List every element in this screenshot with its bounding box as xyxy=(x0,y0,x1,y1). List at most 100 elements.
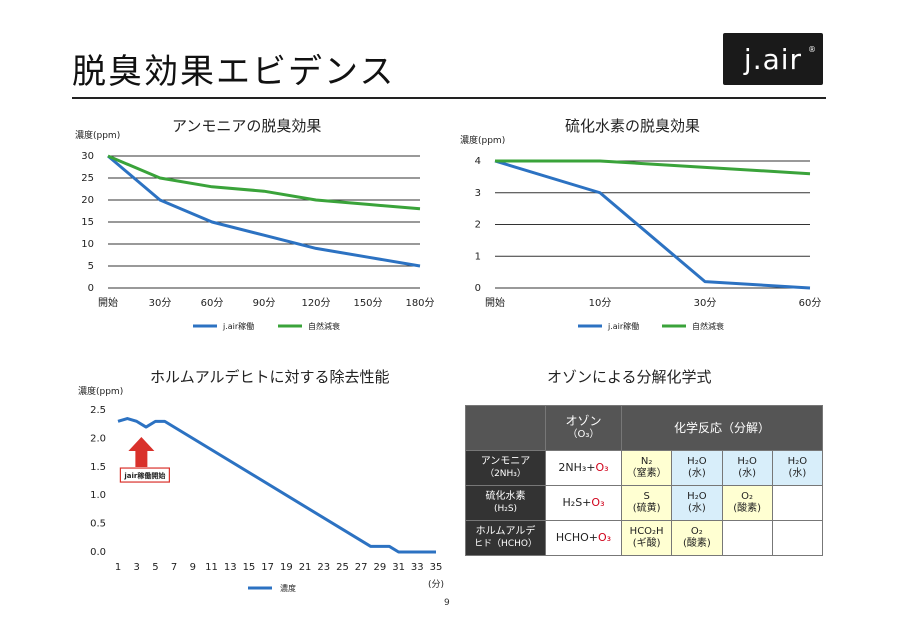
product-label: (硫黄) xyxy=(632,503,661,514)
page-number: 9 xyxy=(444,598,450,608)
x-tick-label: 13 xyxy=(224,562,237,573)
reaction-table-title: オゾンによる分解化学式 xyxy=(547,368,712,386)
y-tick-label: 3 xyxy=(475,188,481,199)
product-formula: O₂ xyxy=(690,525,703,537)
y-tick-label: 5 xyxy=(88,261,94,272)
series-line-j-air xyxy=(494,159,811,290)
annotation-label: jair稼働開始 xyxy=(123,471,165,480)
x-tick-label: 31 xyxy=(392,562,405,573)
reaction-product: H₂O (水) xyxy=(771,450,824,486)
reaction-row-name: アンモニア （2NH₃） xyxy=(465,450,546,486)
reaction-formula: H₂S+O₃ xyxy=(545,485,622,521)
logo-text: j.air xyxy=(743,42,803,76)
y-tick-label: 1.5 xyxy=(90,462,106,473)
product-label: (酸素) xyxy=(733,503,762,514)
series-line-j-air xyxy=(107,154,421,268)
substance-name: ホルムアルデ xyxy=(475,526,536,538)
x-tick-label: 150分 xyxy=(353,297,382,309)
legend-label: j.air稼働 xyxy=(607,321,639,331)
x-tick-label: 30分 xyxy=(694,297,717,309)
reaction-product: S (硫黄) xyxy=(620,485,673,521)
legend-label: 自然減衰 xyxy=(308,321,340,331)
ozone-reactant: O₃ xyxy=(598,531,612,545)
y-axis-label: 濃度(ppm) xyxy=(78,385,123,397)
product-formula: H₂O xyxy=(737,455,757,467)
reaction-product: HCO₂H (ギ酸) xyxy=(620,520,673,556)
x-tick-label: 17 xyxy=(261,562,274,573)
product-label: (水) xyxy=(738,468,757,479)
y-tick-label: 1.0 xyxy=(90,490,106,501)
y-tick-label: 2 xyxy=(475,220,481,231)
x-tick-label: 60分 xyxy=(799,297,822,309)
reaction-table-header: オゾン （O₃） 化学反応（分解） xyxy=(465,405,823,451)
y-tick-label: 10 xyxy=(81,239,94,250)
product-label: (ギ酸) xyxy=(632,538,661,549)
x-tick-label: 180分 xyxy=(405,297,434,309)
legend-label: 濃度 xyxy=(280,583,296,593)
reaction-row-name: 硫化水素 (H₂S) xyxy=(465,485,546,521)
y-tick-label: 2.5 xyxy=(90,405,106,416)
reaction-product: H₂O (水) xyxy=(721,450,773,486)
page-title: 脱臭効果エビデンス xyxy=(72,52,396,92)
reaction-product xyxy=(721,520,773,556)
reactant: HCHO+ xyxy=(555,531,599,545)
series-line-natural-decay xyxy=(107,154,421,211)
y-tick-label: 0.5 xyxy=(90,519,106,530)
reactant: 2NH₃+ xyxy=(558,461,596,475)
reaction-product: O₂ (酸素) xyxy=(721,485,773,521)
j-air-logo: j.air ® xyxy=(723,33,823,85)
legend-label: j.air稼働 xyxy=(222,321,254,331)
product-label: (水) xyxy=(788,468,807,479)
header-ozone: オゾン （O₃） xyxy=(545,405,622,451)
registered-mark: ® xyxy=(808,45,817,54)
reaction-row: 硫化水素 (H₂S) H₂S+O₃ S (硫黄) H₂O (水) O₂ (酸素) xyxy=(465,485,824,521)
reactant: H₂S+ xyxy=(562,496,592,510)
x-tick-label: 35 xyxy=(430,562,443,573)
series-line-concentration xyxy=(117,417,436,554)
x-tick-label: 21 xyxy=(299,562,312,573)
reaction-row: アンモニア （2NH₃） 2NH₃+O₃ N₂ （窒素） H₂O (水) H₂O (水) H₂O(… xyxy=(465,450,824,486)
reaction-product: N₂ （窒素） xyxy=(620,450,673,486)
header-reaction: 化学反応（分解） xyxy=(621,405,823,451)
y-tick-label: 25 xyxy=(81,173,94,184)
x-tick-label: 25 xyxy=(336,562,349,573)
y-tick-label: 0 xyxy=(475,283,481,294)
x-tick-label: 11 xyxy=(205,562,218,573)
y-tick-label: 4 xyxy=(475,156,481,167)
x-tick-label: 29 xyxy=(374,562,387,573)
product-label: (酸素) xyxy=(682,538,711,549)
header-corner xyxy=(465,405,546,451)
x-tick-label: 120分 xyxy=(301,297,330,309)
ammonia-chart-title: アンモニアの脱臭効果 xyxy=(172,117,322,135)
substance-name: アンモニア xyxy=(480,456,531,468)
reaction-formula: HCHO+O₃ xyxy=(545,520,622,556)
x-tick-label: 3 xyxy=(134,562,140,573)
y-tick-label: 20 xyxy=(81,195,94,206)
reaction-row-name: ホルムアルデ ヒド（HCHO） xyxy=(465,520,546,556)
hydrogen-sulfide-chart: 濃度(ppm) 4 3 2 1 0 開始 10分 30分 60分 j.air稼働 自然減衰 xyxy=(460,134,822,331)
x-tick-label: 90分 xyxy=(253,297,276,309)
reaction-product xyxy=(771,485,824,521)
y-axis-label: 濃度(ppm) xyxy=(75,129,120,141)
x-tick-label: 10分 xyxy=(589,297,612,309)
ozone-reactant: O₃ xyxy=(595,461,609,475)
product-formula: S xyxy=(643,490,650,502)
title-divider xyxy=(72,97,826,99)
product-formula: HCO₂H xyxy=(629,525,664,537)
substance-sub: （2NH₃） xyxy=(485,468,526,479)
annotation-box xyxy=(119,467,170,483)
hydrogen-sulfide-chart-title: 硫化水素の脱臭効果 xyxy=(565,117,701,135)
ozone-reactant: O₃ xyxy=(591,496,605,510)
x-tick-label: 5 xyxy=(152,562,158,573)
x-tick-label: 15 xyxy=(243,562,256,573)
formaldehyde-chart: 濃度(ppm)2.52.01.51.00.50.01 3 5 7 9 11 13 15 17 19… xyxy=(78,385,444,593)
y-tick-label: 0.0 xyxy=(90,547,106,558)
y-tick-label: 2.0 xyxy=(90,433,106,444)
ammonia-chart: 濃度(ppm) 30 25 20 15 10 5 0 開始 30分 60分 90分 120分 150分 18… xyxy=(75,129,435,331)
reaction-product: H₂O (水) xyxy=(671,450,723,486)
y-tick-label: 1 xyxy=(475,251,481,262)
x-tick-label: 27 xyxy=(355,562,368,573)
header-ozone-sub: （O₃） xyxy=(567,429,600,441)
y-axis-label: 濃度(ppm) xyxy=(460,134,505,146)
reaction-product: O₂ (酸素) xyxy=(671,520,723,556)
